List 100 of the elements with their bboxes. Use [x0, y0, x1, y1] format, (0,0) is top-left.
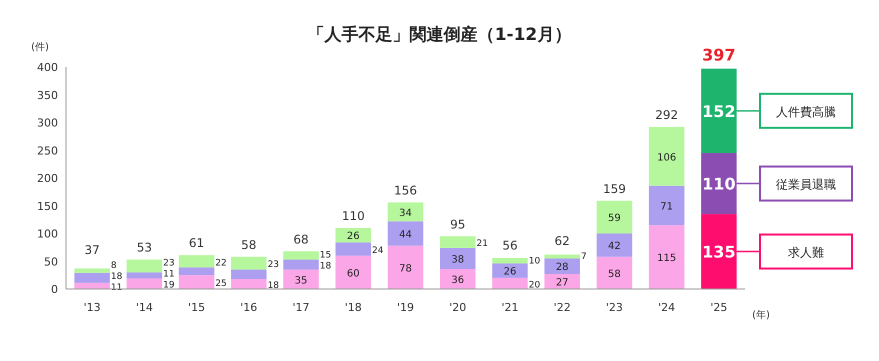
data-label: 44 [399, 230, 412, 240]
data-label: 18 [320, 262, 332, 272]
bar [283, 260, 319, 270]
bar [648, 186, 684, 226]
data-label: 115 [657, 253, 676, 264]
data-label: 7 [580, 252, 587, 262]
data-label: 38 [451, 254, 464, 266]
bar [74, 272, 110, 283]
bar [440, 236, 476, 248]
data-label: 27 [556, 278, 569, 289]
x-tick-label: '21 [501, 301, 518, 314]
y-tick-label: 200 [37, 172, 58, 185]
bar [336, 228, 372, 242]
data-label: 58 [608, 268, 621, 280]
bar [231, 256, 267, 270]
legend-label: 求人難 [788, 246, 824, 260]
bar [231, 270, 267, 280]
total-label: 68 [293, 232, 309, 246]
data-label: 20 [528, 280, 540, 290]
total-label: 62 [554, 234, 570, 248]
x-tick-label: '25 [710, 301, 728, 314]
x-tick-label: '15 [188, 301, 206, 314]
x-tick-label: '14 [136, 301, 153, 314]
bar [74, 282, 110, 289]
y-tick-label: 250 [37, 144, 58, 158]
y-tick-label: 100 [37, 228, 58, 240]
y-tick-label: 0 [51, 283, 58, 296]
x-tick-label: '24 [658, 301, 676, 314]
total-label: 58 [241, 238, 256, 252]
total-label: 61 [188, 236, 204, 250]
x-tick-label: '20 [449, 301, 466, 314]
y-axis-title: (件) [31, 42, 49, 53]
data-label: 23 [163, 258, 175, 269]
total-label: 95 [450, 217, 466, 232]
data-label: 34 [399, 208, 412, 219]
bar [648, 225, 684, 289]
data-label: 78 [399, 263, 412, 274]
data-label: 23 [268, 260, 280, 270]
bar [492, 258, 528, 264]
total-label: 156 [394, 183, 417, 198]
data-label: 35 [294, 275, 308, 286]
x-tick-label: '16 [240, 301, 258, 314]
data-label: 36 [451, 275, 464, 286]
total-label: 37 [84, 242, 100, 257]
data-label: 10 [528, 256, 540, 267]
data-label: 42 [608, 241, 621, 252]
bar [440, 248, 476, 270]
legend-label: 人件費高騰 [776, 104, 836, 119]
y-tick-label: 400 [37, 61, 58, 74]
data-label: 106 [657, 152, 676, 164]
legend-label: 従業員退職 [776, 178, 836, 192]
bar [283, 251, 319, 260]
total-label: 397 [702, 46, 736, 65]
x-tick-label: '19 [396, 301, 414, 314]
bar [492, 278, 528, 289]
total-label: 56 [502, 238, 518, 253]
data-label: 18 [110, 272, 123, 282]
data-label: 11 [163, 270, 175, 280]
data-label: 21 [476, 239, 488, 250]
bar [596, 256, 632, 289]
bar [440, 269, 476, 289]
data-label: 22 [215, 258, 227, 268]
bar [74, 268, 110, 273]
data-label: 110 [702, 174, 736, 194]
x-tick-label: '18 [344, 301, 362, 314]
data-label: 60 [346, 268, 360, 280]
data-label: 28 [556, 262, 569, 274]
bar [544, 254, 580, 258]
total-label: 53 [136, 240, 152, 255]
x-axis-title: (年) [752, 309, 770, 321]
data-label: 59 [608, 213, 621, 224]
total-label: 159 [602, 182, 626, 196]
x-tick-label: '17 [292, 301, 310, 314]
data-label: 15 [320, 250, 332, 261]
total-label: 110 [342, 208, 365, 223]
bar [596, 200, 632, 234]
bar [283, 270, 319, 289]
bar [126, 278, 162, 289]
bar [596, 234, 632, 257]
data-label: 8 [110, 260, 117, 271]
data-label: 152 [702, 102, 736, 121]
bar [178, 255, 214, 268]
bar [126, 260, 162, 272]
x-tick-label: '13 [84, 301, 101, 314]
data-label: 24 [372, 246, 384, 256]
y-tick-label: 300 [37, 116, 58, 130]
bar [388, 202, 424, 222]
chart-title: 「人手不足」関連倒産（1-12月） [308, 25, 572, 45]
bar [336, 256, 372, 289]
data-label: 71 [660, 201, 674, 212]
bar [544, 274, 580, 289]
data-label: 25 [215, 279, 227, 290]
x-tick-label: '23 [606, 301, 623, 314]
bar [231, 279, 267, 289]
bar [336, 242, 372, 256]
total-label: 292 [655, 108, 678, 122]
y-tick-label: 150 [37, 200, 58, 213]
data-label: 26 [504, 266, 516, 278]
bar [648, 126, 684, 186]
data-label: 26 [346, 231, 360, 242]
